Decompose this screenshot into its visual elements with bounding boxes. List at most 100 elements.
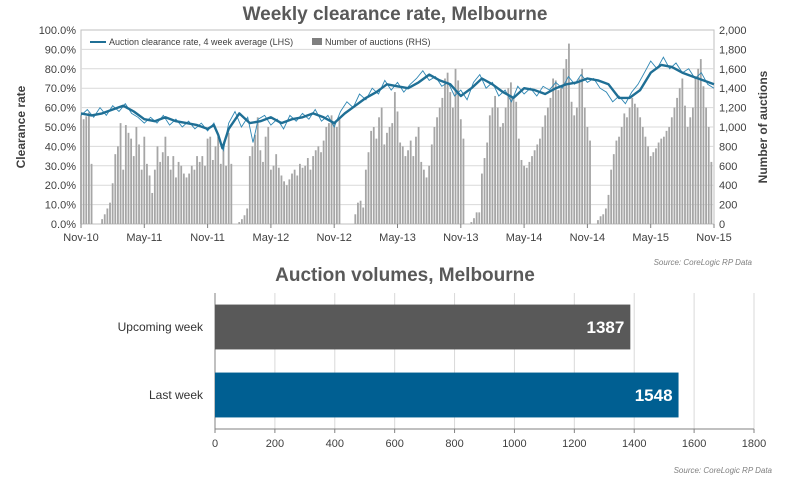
right-tick-label: 200 [719,200,737,212]
auction-bar [243,215,246,224]
auction-bar [322,140,325,224]
right-tick-label: 600 [719,161,737,173]
auction-bar [401,146,404,224]
auction-bar [451,107,454,224]
auction-bar [628,107,631,224]
auction-bar [705,107,707,224]
auction-bar [288,179,291,224]
auction-bar [230,163,233,224]
auction-bar [259,150,262,224]
chart1-x-ticks: Nov-10 May-11 Nov-11 May-12 Nov-12 May-13 Nov-… [63,224,732,244]
auction-bar [264,136,267,224]
auction-bar [167,156,169,224]
auction-bar [668,127,671,224]
x-tick-label: Nov-10 [63,232,98,244]
auction-bar [428,165,431,224]
auction-bar [655,148,657,224]
auction-bar [430,144,433,224]
volume-value-label: 1387 [587,318,625,337]
legend-bar-label: Number of auctions (RHS) [325,37,431,47]
auction-bar [599,216,602,224]
auction-bar [383,144,386,224]
x-tick-label: Nov-12 [316,232,351,244]
x-tick-label: Nov-11 [190,232,225,244]
auction-bar [573,115,576,224]
auction-bar [130,138,133,224]
auction-bar [436,117,438,224]
auction-bar [409,140,412,224]
auction-bar [510,82,512,224]
chart2-tick-label: 1800 [742,438,766,450]
auction-bar [670,117,673,224]
left-tick-label: 50.0% [45,122,76,134]
category-label: Upcoming week [118,320,204,334]
chart1-right-ticks: 0 200 400 600 800 1,000 1,200 1,400 1,600 1,800 2,… [719,25,747,231]
right-tick-label: 1,600 [719,64,747,76]
auction-bar [425,177,428,224]
auction-bar [449,92,452,224]
auction-bar [388,127,391,224]
auction-bar [161,152,164,224]
chart2-tick-label: 800 [445,438,463,450]
auction-bar [610,169,613,224]
auction-bar [338,117,341,224]
auction-bar [481,173,483,224]
left-tick-label: 60.0% [45,103,76,115]
auction-bar [248,156,251,224]
auction-bar [219,163,222,224]
auction-bar [626,117,628,224]
auction-bar [354,214,357,224]
auction-bar [372,127,375,224]
auction-bar [148,175,151,224]
right-axis-title: Number of auctions [756,70,770,183]
auction-bar [644,136,647,224]
auction-bar [407,150,409,224]
auction-bar [299,163,301,224]
auction-bar [375,138,378,224]
auction-bar [262,161,264,224]
auction-bar [552,78,555,224]
auction-bar [370,130,373,224]
auction-bar [335,127,338,224]
auction-bar [103,214,106,224]
auction-bar [660,138,663,224]
auction-bar [270,169,272,224]
auction-bar [462,138,465,224]
auction-bar [649,156,652,224]
auction-bar [697,68,700,224]
auction-bar [359,200,362,224]
auction-bar [684,105,686,224]
auction-bar [330,115,333,224]
auction-bar [396,111,399,224]
auction-bar [185,177,188,224]
auction-bar [280,175,283,224]
auction-bar [420,161,423,224]
auction-bar [415,136,417,224]
auction-bar [132,156,135,224]
auction-bar [314,150,317,224]
auction-bar [301,167,304,224]
average-clearance-line [80,63,715,150]
auction-bar [325,127,328,224]
auction-bar [689,117,692,224]
auction-bar [546,107,549,224]
right-tick-label: 1,800 [719,44,747,56]
legend-line-label: Auction clearance rate, 4 week average (… [109,37,293,47]
auction-bar [565,59,568,224]
auction-bar [101,219,103,224]
auction-bar [652,152,655,224]
auction-bar [475,212,478,224]
auction-bar [457,80,460,224]
auction-bar [309,169,312,224]
auction-bar [692,107,694,224]
category-label: Last week [149,388,204,402]
auction-bar [533,150,536,224]
auction-bar [525,167,528,224]
auction-bar [554,80,557,224]
auction-bar [399,142,402,224]
volume-value-label: 1548 [635,386,673,405]
auction-bar [678,88,681,224]
auction-bar [641,127,644,224]
auction-bar [707,127,710,224]
auction-bar [557,90,560,224]
